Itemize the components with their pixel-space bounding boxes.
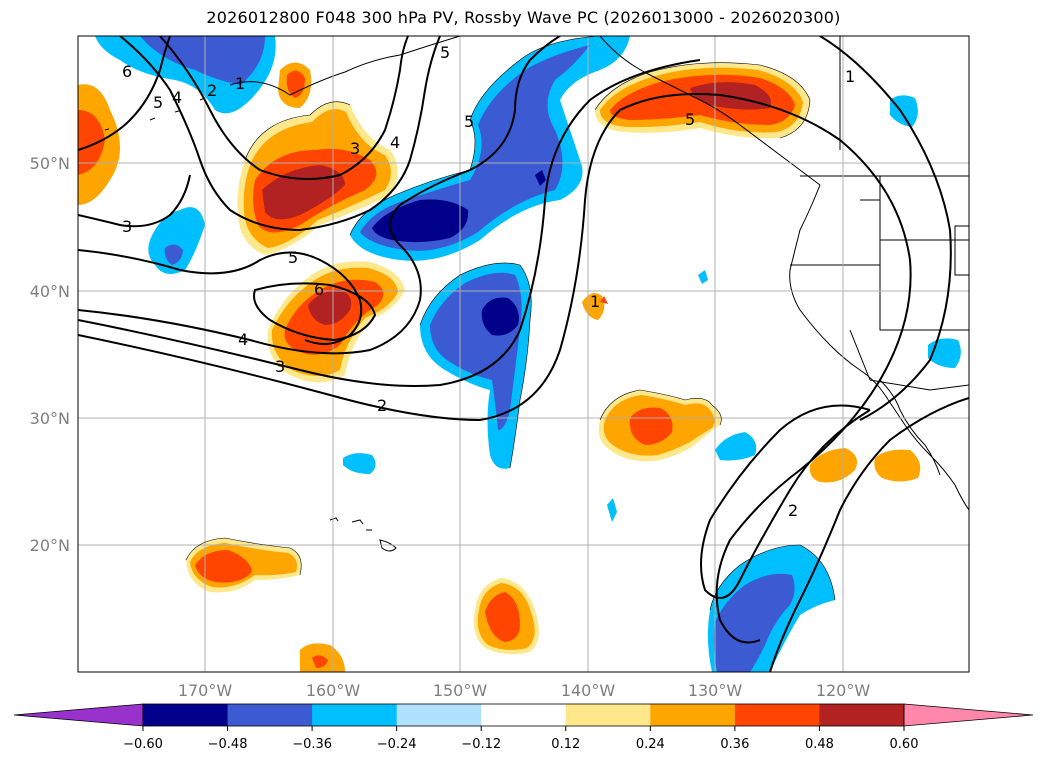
colorbar-tick-label: 0.24 [636,737,665,752]
colorbar-tick-label: 0.60 [890,737,919,752]
pv-contour-upper-ridge-2 [159,36,409,180]
colorbar-segment [819,704,905,726]
colorbar-tick-label: −0.48 [208,737,248,752]
colorbar-segment [227,704,313,726]
political-borders [790,36,969,391]
pv-contour-upper-ridge-1 [119,36,441,232]
contour-label: 3 [350,139,360,158]
alaska-coast [229,36,821,186]
lon-label: 150°W [433,681,488,700]
colorbar-segment [565,704,651,726]
contour-labels: 6 5 4 2 1 3 4 5 5 3 5 6 4 3 2 1 1 2 5 [122,43,855,520]
pv-contour-5 [78,249,363,345]
latitude-labels: 50°N 40°N 30°N 20°N [30,154,70,555]
lon-label: 170°W [178,681,233,700]
colorbar-segment [396,704,482,726]
lat-label: 30°N [30,409,70,428]
map-frame [77,35,970,673]
colorbar-segment [734,704,820,726]
contour-label: 5 [685,110,695,129]
map-panel: 6 5 4 2 1 3 4 5 5 3 5 6 4 3 2 1 1 2 5 [78,36,969,672]
pv-contour-4 [78,36,561,355]
longitude-labels: 170°W 160°W 150°W 140°W 130°W 120°W [178,681,871,700]
north-america-west-coast [789,184,969,511]
lat-label: 20°N [30,536,70,555]
contour-label: 2 [207,81,217,100]
contour-label: 3 [275,357,285,376]
coastlines [104,36,969,552]
contour-label: 2 [377,396,387,415]
gridlines [78,36,969,672]
contour-label: 5 [153,93,163,112]
lon-label: 160°W [306,681,361,700]
colorbar-segment [481,704,567,726]
colorbar-tick-label: −0.60 [123,737,163,752]
pv-contour-left-3 [78,174,191,228]
colorbar-segment [312,704,398,726]
colorbar: −0.60 −0.48 −0.36 −0.24 −0.12 0.12 0.24 0.36 0.4… [13,703,1034,752]
colorbar-segment [650,704,736,726]
pv-contour-right-1 [819,36,952,421]
colorbar-tick-label: −0.36 [292,737,332,752]
colorbar-segment [143,704,229,726]
lat-label: 50°N [30,154,70,173]
pv-contour-6-loop [253,282,377,342]
contour-label: 4 [390,133,400,152]
us-state-borders [790,176,969,381]
lon-label: 140°W [561,681,616,700]
pv-contour-2-south [78,93,912,644]
contour-label: 1 [845,67,855,86]
map-title: 2026012800 F048 300 hPa PV, Rossby Wave … [206,8,841,27]
contour-label: 5 [288,248,298,267]
us-mexico-border [869,379,969,391]
contour-label: 5 [440,43,450,62]
contour-label: 2 [788,501,798,520]
colorbar-extend-min [13,703,144,727]
pv-contour-east-2 [769,397,969,672]
colorbar-extend-max [903,703,1034,727]
pv-contour-2-inner [700,404,871,599]
colorbar-tick-label: −0.24 [377,737,417,752]
hawaii-islands [329,517,397,552]
colorbar-tick-label: 0.48 [805,737,834,752]
colorbar-segments [13,703,1034,727]
colorbar-tick-label: −0.12 [461,737,501,752]
pv-contours [78,36,969,672]
contour-label: 5 [464,112,474,131]
colorbar-tick-label: 0.36 [720,737,749,752]
contour-label: 3 [122,217,132,236]
contour-label: 1 [235,74,245,93]
contour-label: 4 [172,88,182,107]
contour-label: 1 [590,292,600,311]
contour-label: 4 [238,330,248,349]
baja-coast [879,379,941,476]
aleutian-islands [104,97,206,131]
contour-label: 6 [314,280,324,299]
lon-label: 130°W [688,681,743,700]
pv-contour-3 [78,59,701,387]
lon-label: 120°W [816,681,871,700]
pv-contour-left-hook [78,36,171,151]
colorbar-frame [142,703,905,727]
colorbar-ticks: −0.60 −0.48 −0.36 −0.24 −0.12 0.12 0.24 0.36 0.4… [123,726,918,752]
anomaly-outlines [185,36,836,611]
lat-label: 40°N [30,282,70,301]
contour-label: 6 [122,62,132,81]
colorbar-tick-label: 0.12 [551,737,580,752]
